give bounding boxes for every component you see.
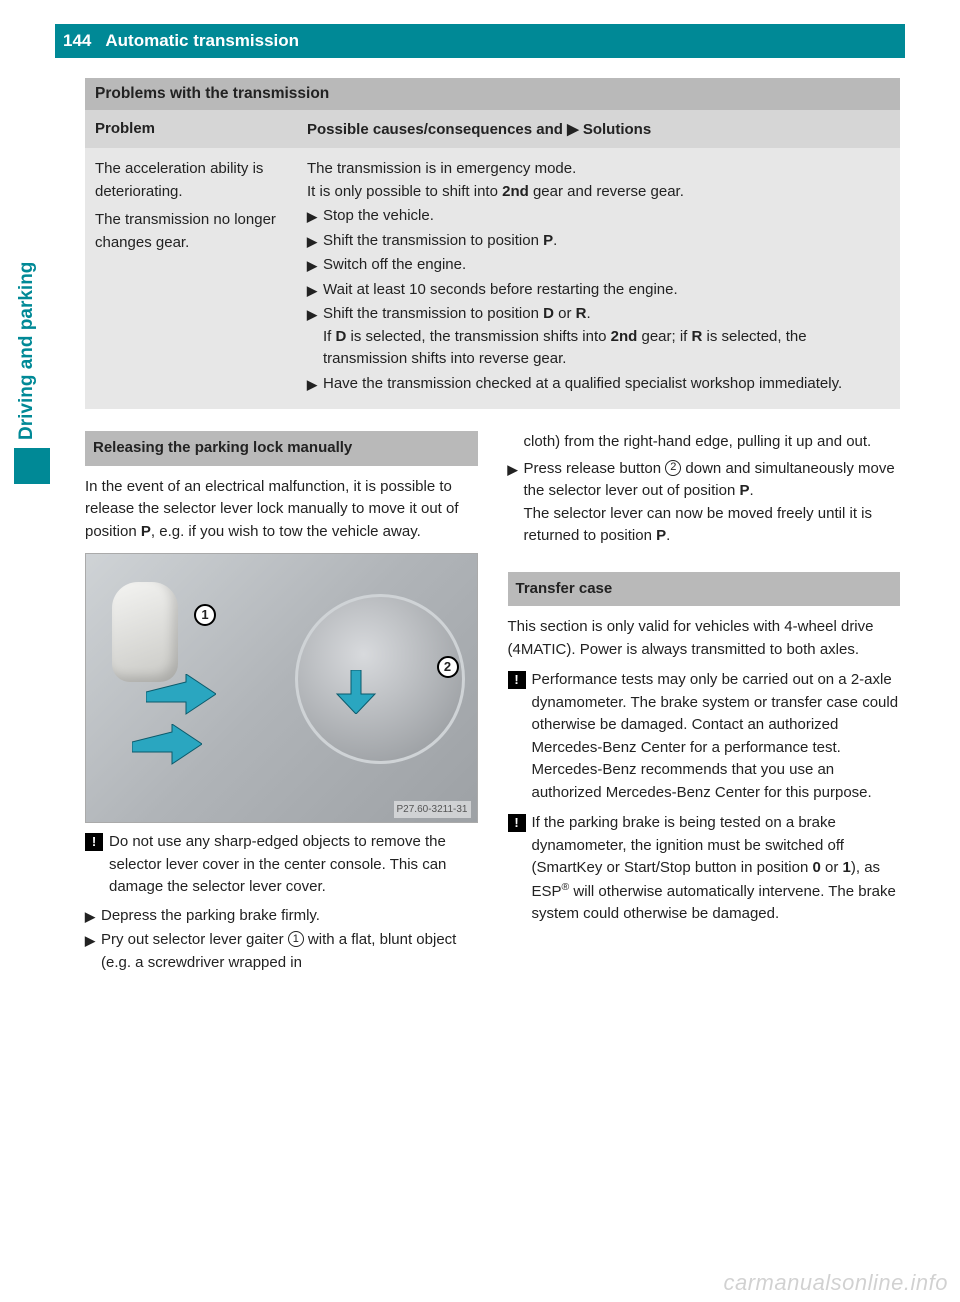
subsection-heading: Releasing the parking lock manually xyxy=(85,431,478,466)
section-heading: Problems with the transmission xyxy=(85,78,900,110)
callout-2-ref-icon: 2 xyxy=(665,460,681,476)
solution-step: ▶Switch off the engine. xyxy=(307,254,890,277)
callout-1-icon: 1 xyxy=(194,604,216,626)
arrow-icon xyxy=(146,674,216,724)
solution-step: ▶Stop the vehicle. xyxy=(307,205,890,228)
solution-step: ▶Wait at least 10 seconds before restart… xyxy=(307,279,890,302)
chapter-title: Automatic transmission xyxy=(105,31,299,51)
caution-note: ! If the parking brake is being tested o… xyxy=(508,812,901,926)
instruction-figure: 1 2 P27.60-3211-31 xyxy=(85,553,478,823)
problem-cell: The acceleration ability is deterioratin… xyxy=(95,158,307,395)
left-column: Releasing the parking lock manually In t… xyxy=(85,431,478,974)
right-column: cloth) from the right-hand edge, pulling… xyxy=(508,431,901,974)
th-problem: Problem xyxy=(95,120,307,138)
paragraph: In the event of an electrical malfunctio… xyxy=(85,476,478,544)
page-number: 144 xyxy=(59,24,99,58)
solution-step: ▶Shift the transmission to position P. xyxy=(307,230,890,253)
gear-knob-graphic xyxy=(112,582,178,682)
watermark-text: carmanualsonline.info xyxy=(723,1270,948,1296)
solution-step: ▶Have the transmission checked at a qual… xyxy=(307,373,890,396)
solution-cell: The transmission is in emergency mode. I… xyxy=(307,158,890,395)
paragraph: This section is only valid for vehicles … xyxy=(508,616,901,661)
exclamation-icon: ! xyxy=(508,671,526,689)
solution-step: ▶Shift the transmission to position D or… xyxy=(307,303,890,326)
caution-note: ! Performance tests may only be carried … xyxy=(508,669,901,804)
th-solution: Possible causes/consequences and ▶ Solut… xyxy=(307,120,890,138)
arrow-icon xyxy=(132,724,202,774)
exclamation-icon: ! xyxy=(85,833,103,851)
section-side-tab-block xyxy=(14,448,50,484)
instruction-step-cont: cloth) from the right-hand edge, pulling… xyxy=(508,431,901,454)
section-side-tab: Driving and parking xyxy=(16,262,38,440)
manual-page: 144 Automatic transmission Driving and p… xyxy=(0,0,960,1302)
subsection-heading: Transfer case xyxy=(508,572,901,607)
callout-1-ref-icon: 1 xyxy=(288,931,304,947)
figure-code: P27.60-3211-31 xyxy=(394,801,471,818)
instruction-step: ▶Pry out selector lever gaiter 1 with a … xyxy=(85,929,478,974)
instruction-step: ▶ Press release button 2 down and simult… xyxy=(508,458,901,503)
instruction-step: ▶Depress the parking brake firmly. xyxy=(85,905,478,928)
troubleshoot-table-header: Problem Possible causes/consequences and… xyxy=(85,110,900,148)
troubleshoot-table-row: The acceleration ability is deterioratin… xyxy=(85,148,900,409)
chapter-header-bar: 144 Automatic transmission xyxy=(55,24,905,58)
solution-step-sub: If D is selected, the transmission shift… xyxy=(307,326,890,371)
body-columns: Releasing the parking lock manually In t… xyxy=(85,431,900,974)
callout-2-icon: 2 xyxy=(437,656,459,678)
caution-note: ! Do not use any sharp-edged objects to … xyxy=(85,831,478,899)
arrow-icon xyxy=(331,670,381,714)
exclamation-icon: ! xyxy=(508,814,526,832)
instruction-step-sub: The selector lever can now be moved free… xyxy=(508,503,901,548)
